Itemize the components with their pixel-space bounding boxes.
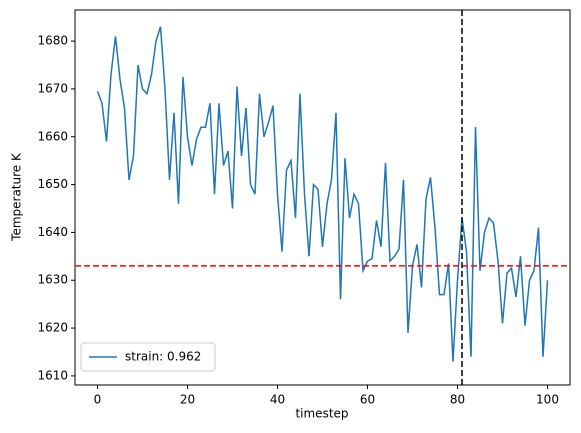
- y-tick-label: 1630: [37, 273, 68, 287]
- plot-frame: [74, 9, 571, 386]
- x-tick-label: 80: [450, 393, 465, 407]
- legend-box: [80, 342, 216, 372]
- y-tick-label: 1660: [37, 129, 68, 143]
- x-tick-label: 40: [270, 393, 285, 407]
- y-tick-label: 1680: [37, 34, 68, 48]
- x-tick-label: 0: [94, 393, 102, 407]
- y-tick-label: 1670: [37, 81, 68, 95]
- y-tick-label: 1640: [37, 225, 68, 239]
- y-axis-label: Temperature K: [10, 152, 24, 242]
- y-tick-label: 1650: [37, 177, 68, 191]
- x-tick-label: 60: [360, 393, 375, 407]
- x-tick-label: 100: [536, 393, 559, 407]
- x-axis-label: timestep: [295, 407, 348, 421]
- x-tick-label: 20: [180, 393, 195, 407]
- legend-label: strain: 0.962: [125, 350, 201, 364]
- y-tick-label: 1610: [37, 368, 68, 382]
- y-tick-label: 1620: [37, 321, 68, 335]
- data-line: [96, 26, 549, 362]
